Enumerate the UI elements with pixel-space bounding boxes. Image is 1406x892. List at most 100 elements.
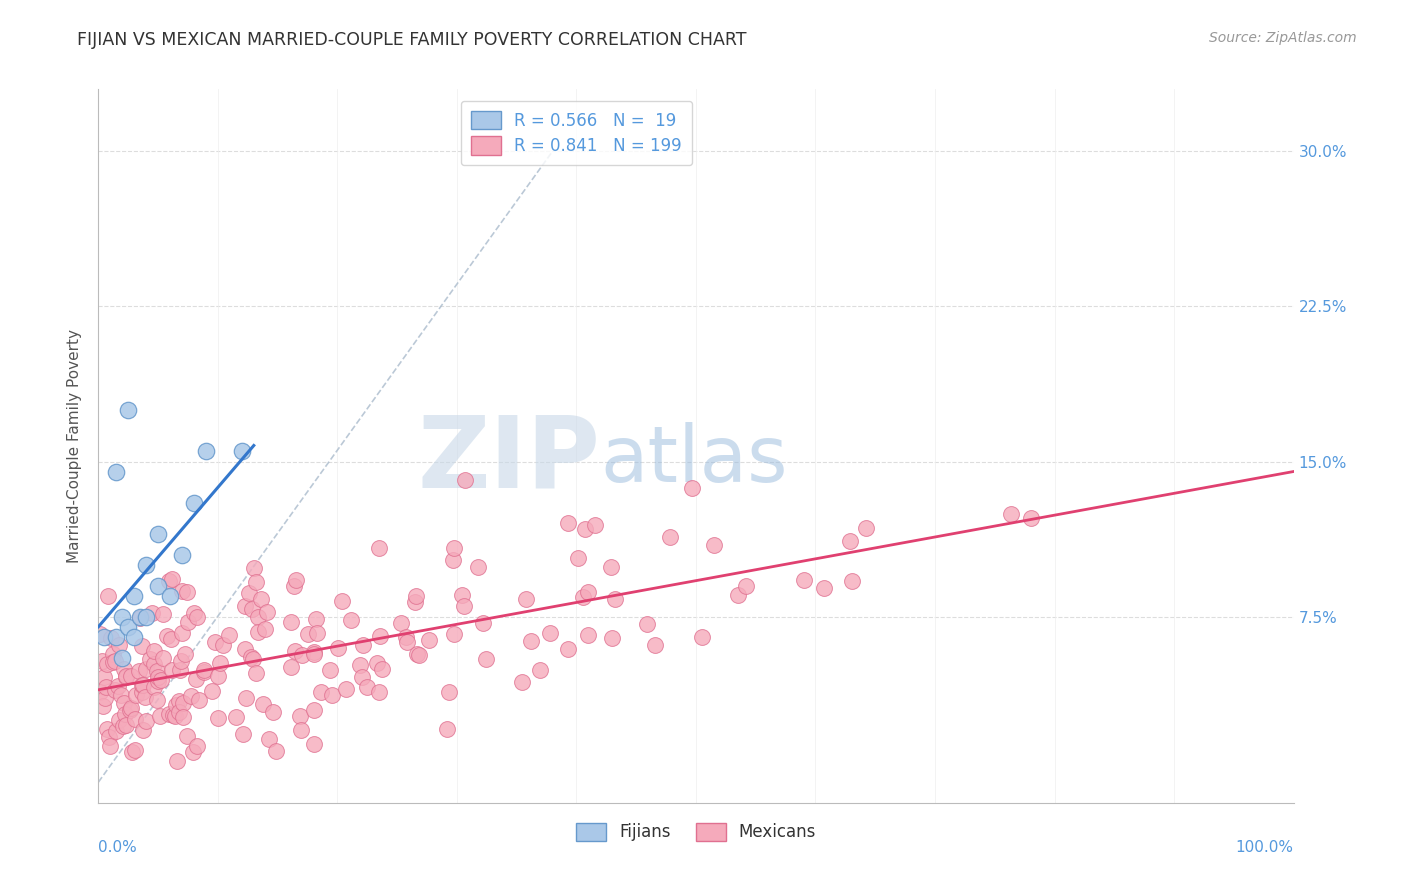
Point xyxy=(149,709,172,723)
Point xyxy=(170,584,193,599)
Point xyxy=(368,629,391,643)
Point xyxy=(105,630,128,644)
Point xyxy=(408,648,430,663)
Point xyxy=(288,709,311,723)
Point xyxy=(93,670,115,684)
Point xyxy=(232,727,254,741)
Point xyxy=(111,651,134,665)
Point xyxy=(104,723,127,738)
Point xyxy=(117,402,139,417)
Point xyxy=(283,579,305,593)
Point xyxy=(576,585,599,599)
Point xyxy=(340,613,363,627)
Point xyxy=(166,755,188,769)
Point xyxy=(183,745,205,759)
Point xyxy=(177,615,200,629)
Point xyxy=(193,665,215,679)
Point xyxy=(172,710,194,724)
Point xyxy=(304,702,326,716)
Point xyxy=(1000,507,1022,521)
Point xyxy=(141,606,163,620)
Point xyxy=(305,626,328,640)
Point xyxy=(114,718,136,732)
Point xyxy=(157,706,180,721)
Point xyxy=(330,594,353,608)
Point xyxy=(529,663,551,677)
Point xyxy=(256,605,278,619)
Point xyxy=(658,530,681,544)
Point xyxy=(96,722,118,736)
Point xyxy=(112,696,135,710)
Point xyxy=(838,534,860,549)
Point xyxy=(124,712,146,726)
Point xyxy=(291,648,314,663)
Point xyxy=(246,610,269,624)
Text: FIJIAN VS MEXICAN MARRIED-COUPLE FAMILY POVERTY CORRELATION CHART: FIJIAN VS MEXICAN MARRIED-COUPLE FAMILY … xyxy=(77,31,747,49)
Point xyxy=(166,698,188,712)
Point xyxy=(128,664,150,678)
Point xyxy=(302,645,325,659)
Point xyxy=(813,581,835,595)
Point xyxy=(418,632,440,647)
Point xyxy=(405,589,427,603)
Point xyxy=(131,678,153,692)
Point xyxy=(97,730,120,744)
Point xyxy=(311,684,333,698)
Point xyxy=(142,680,165,694)
Point xyxy=(285,573,308,587)
Point xyxy=(172,626,194,640)
Point xyxy=(644,639,666,653)
Point xyxy=(125,689,148,703)
Point xyxy=(321,688,343,702)
Point xyxy=(101,648,124,662)
Legend: Fijians, Mexicans: Fijians, Mexicans xyxy=(569,816,823,848)
Point xyxy=(600,631,623,645)
Point xyxy=(162,572,184,586)
Point xyxy=(120,703,142,717)
Point xyxy=(352,638,374,652)
Point xyxy=(186,610,208,624)
Point xyxy=(176,729,198,743)
Point xyxy=(583,518,606,533)
Point xyxy=(557,516,579,530)
Point xyxy=(89,685,111,699)
Point xyxy=(233,599,256,613)
Point xyxy=(107,713,129,727)
Point xyxy=(252,697,274,711)
Point xyxy=(135,714,157,729)
Point xyxy=(349,658,371,673)
Point xyxy=(186,739,208,753)
Point xyxy=(681,481,703,495)
Point xyxy=(188,693,211,707)
Point xyxy=(91,699,114,714)
Point xyxy=(114,706,136,721)
Point xyxy=(115,669,138,683)
Point xyxy=(184,672,207,686)
Point xyxy=(453,599,475,614)
Point xyxy=(115,670,138,684)
Point xyxy=(366,656,388,670)
Point xyxy=(101,655,124,669)
Point xyxy=(475,652,498,666)
Point xyxy=(193,663,215,677)
Y-axis label: Married-Couple Family Poverty: Married-Couple Family Poverty xyxy=(67,329,83,563)
Point xyxy=(160,663,183,677)
Point xyxy=(195,444,218,458)
Point xyxy=(636,616,658,631)
Point xyxy=(240,650,263,665)
Point xyxy=(793,573,815,587)
Point xyxy=(735,579,758,593)
Point xyxy=(148,579,170,593)
Point xyxy=(515,591,537,606)
Point xyxy=(703,538,725,552)
Point xyxy=(128,611,150,625)
Point xyxy=(209,657,232,671)
Point xyxy=(110,689,132,703)
Point xyxy=(262,706,284,720)
Point xyxy=(131,639,153,653)
Point xyxy=(231,444,253,458)
Point xyxy=(1019,511,1042,525)
Point xyxy=(124,743,146,757)
Point xyxy=(238,585,260,599)
Point xyxy=(454,473,477,487)
